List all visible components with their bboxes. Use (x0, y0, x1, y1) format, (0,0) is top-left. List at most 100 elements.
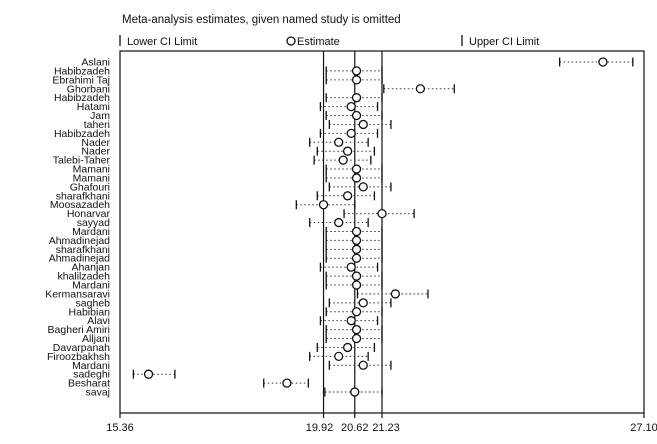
estimate-marker (415, 84, 426, 94)
study-row: sayyad (77, 217, 369, 229)
estimate-marker (342, 146, 353, 156)
study-row: Firoozbakhsh (47, 351, 369, 363)
legend-lower-label: Lower CI Limit (127, 36, 197, 48)
x-tick-label: 19.92 (306, 422, 334, 434)
estimate-marker (351, 93, 362, 103)
x-axis: 15.36 19.92 20.62 21.23 27.10 (106, 413, 657, 434)
study-row: sadeghi (73, 369, 176, 381)
estimate-marker (377, 208, 387, 219)
study-label: Mardani (72, 226, 110, 238)
study-row: Mamani (73, 172, 383, 184)
study-label: sadeghi (73, 369, 110, 381)
study-row: Ahmadinejad (49, 253, 383, 265)
study-label: Alavi (87, 315, 110, 327)
estimate-marker (351, 75, 362, 85)
study-label: Talebi-Taher (53, 155, 111, 167)
estimate-marker (351, 226, 362, 237)
estimate-marker (390, 289, 401, 299)
study-row: Alavi (87, 315, 379, 327)
study-row: savaj (85, 387, 383, 399)
estimate-marker (143, 369, 154, 379)
study-label: Aslani (81, 57, 110, 69)
study-label: Nader (81, 137, 110, 149)
estimate-marker (358, 360, 368, 370)
study-row: Ahanjan (71, 262, 379, 274)
estimate-marker (351, 307, 362, 317)
study-row: Ghafouri (70, 181, 392, 193)
x-tick-label: 27.10 (630, 422, 657, 434)
study-row: taheri (84, 119, 392, 131)
study-label: Ahanjan (71, 262, 110, 274)
study-label: Habibian (69, 306, 111, 318)
estimate-marker (334, 351, 344, 362)
study-row: sharafkhani (56, 244, 383, 256)
study-row: khalilzadeh (57, 271, 383, 283)
study-row: Bagheri Amiri (48, 324, 383, 336)
estimate-marker (342, 342, 353, 353)
estimate-marker (318, 200, 329, 210)
study-label: Moosazadeh (50, 199, 110, 211)
study-row: Habibzadeh (54, 65, 383, 77)
study-label: Habibzadeh (54, 128, 110, 140)
study-row: Aslani (81, 57, 634, 69)
study-label: Besharat (68, 378, 110, 390)
study-label: sharafkhani (56, 244, 110, 256)
estimate-marker (351, 280, 362, 290)
estimate-marker (351, 271, 362, 281)
study-label: Bagheri Amiri (48, 324, 110, 336)
x-tick-label: 21.23 (372, 422, 400, 434)
study-label: Ghorbani (67, 83, 110, 95)
legend-estimate-marker (286, 36, 296, 46)
x-tick-label: 20.62 (341, 422, 369, 434)
estimate-marker (338, 155, 348, 165)
estimate-marker (351, 253, 362, 263)
legend-estimate-label: Estimate (297, 36, 340, 48)
chart-title: Meta-analysis estimates, given named stu… (122, 14, 401, 26)
study-label: Ahmadinejad (49, 235, 110, 247)
study-label: sagheb (76, 297, 111, 309)
estimate-marker (358, 298, 368, 308)
study-row: Hatami (77, 101, 379, 113)
study-row: Moosazadeh (50, 199, 356, 211)
study-label: khalilzadeh (57, 271, 110, 283)
study-row: Davarpanah (53, 342, 376, 354)
study-row: Habibian (69, 306, 383, 318)
estimate-marker (346, 101, 356, 112)
study-label: Habibzadeh (54, 65, 110, 77)
estimate-marker (342, 191, 353, 201)
study-row: Alljani (82, 333, 383, 345)
study-row: sharafkhani (56, 190, 376, 202)
study-row: Ghorbani (67, 83, 455, 95)
study-row: Ebrahimi Taj (52, 74, 383, 86)
study-label: Davarpanah (53, 342, 110, 354)
study-row: Honarvar (67, 208, 415, 220)
study-row: Habibzadeh (54, 128, 379, 140)
study-row: sagheb (76, 297, 392, 309)
estimate-marker (282, 378, 292, 388)
estimate-marker (334, 137, 344, 147)
study-row: Habibzadeh (54, 92, 383, 104)
study-label: Nader (81, 146, 110, 158)
study-label: Mamani (73, 172, 110, 184)
study-label: sayyad (77, 217, 110, 229)
study-row: Talebi-Taher (53, 155, 372, 167)
study-label: Habibzadeh (54, 92, 110, 104)
estimate-marker (351, 333, 362, 344)
study-row: Besharat (68, 378, 310, 390)
study-row: Jam (90, 110, 383, 122)
estimate-marker (351, 244, 362, 254)
estimate-marker (358, 182, 368, 192)
legend: Lower CI Limit Estimate Upper CI Limit (119, 35, 539, 48)
estimate-marker (598, 57, 608, 67)
study-label: Alljani (82, 333, 110, 345)
estimate-marker (351, 235, 362, 246)
estimate-marker (358, 119, 368, 130)
estimate-marker (351, 324, 362, 335)
study-label: Kermansaravi (45, 288, 110, 300)
estimate-marker (334, 217, 344, 228)
study-row: Nader (81, 137, 369, 149)
study-row: Kermansaravi (45, 288, 429, 300)
study-label: taheri (84, 119, 110, 131)
study-row: Mardani (72, 360, 392, 372)
